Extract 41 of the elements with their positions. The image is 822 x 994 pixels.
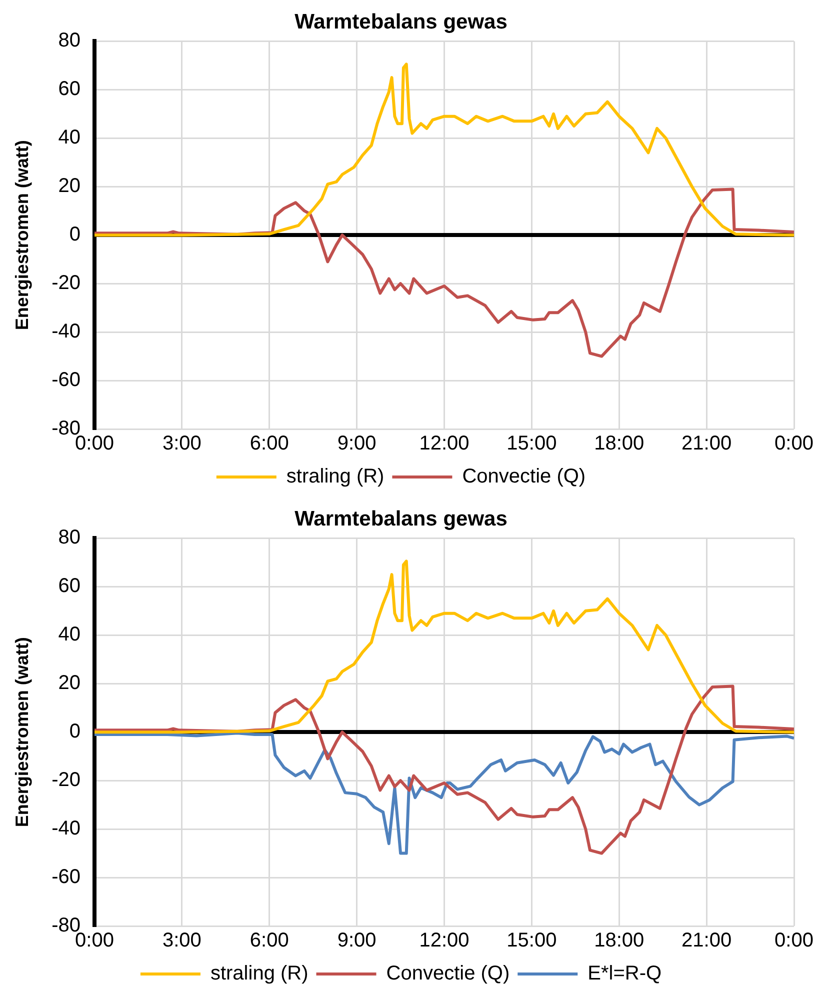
x-tick-label: 3:00: [162, 930, 202, 952]
chart-title: Warmtebalans gewas: [294, 507, 508, 530]
y-axis-title: Energiestromen (watt): [12, 140, 32, 330]
y-tick-label: -20: [52, 769, 81, 792]
x-tick-label: 9:00: [337, 930, 376, 952]
x-tick-label: 6:00: [250, 432, 289, 455]
legend-label: E*l=R-Q: [588, 962, 662, 985]
x-tick-label: 18:00: [594, 432, 644, 455]
y-tick-label: -20: [52, 272, 81, 294]
y-tick-label: 20: [58, 672, 81, 694]
y-tick-label: -60: [52, 866, 81, 888]
legend-label: straling (R): [210, 962, 308, 985]
y-tick-label: 40: [58, 624, 81, 646]
x-tick-label: 3:00: [162, 432, 202, 455]
y-tick-label: 80: [58, 30, 81, 52]
y-tick-label: 0: [69, 720, 81, 743]
y-axis-title: Energiestromen (watt): [12, 637, 32, 828]
x-tick-label: 12:00: [419, 432, 470, 455]
y-tick-label: -40: [52, 320, 81, 343]
x-tick-label: 6:00: [250, 930, 289, 952]
legend-label: straling (R): [286, 466, 384, 488]
x-tick-label: 21:00: [682, 930, 732, 952]
legend-label: Convectie (Q): [386, 962, 510, 985]
x-tick-label: 21:00: [682, 432, 732, 455]
x-tick-label: 12:00: [419, 930, 470, 952]
x-tick-label: 15:00: [506, 432, 557, 455]
legend-label: Convectie (Q): [462, 466, 586, 488]
x-tick-label: 0:00: [774, 930, 814, 952]
x-tick-label: 0:00: [774, 432, 814, 455]
y-tick-label: -40: [52, 818, 81, 840]
y-tick-label: 60: [58, 78, 81, 100]
x-tick-label: 9:00: [337, 432, 376, 455]
y-tick-label: 60: [58, 575, 81, 598]
y-tick-label: 80: [58, 526, 81, 549]
y-tick-label: -60: [52, 369, 81, 392]
y-tick-label: 20: [58, 175, 81, 198]
x-tick-label: 15:00: [506, 930, 557, 952]
y-tick-label: 0: [69, 224, 81, 246]
chart-title: Warmtebalans gewas: [294, 10, 508, 34]
x-tick-label: 18:00: [594, 930, 644, 952]
y-tick-label: 40: [58, 126, 81, 149]
